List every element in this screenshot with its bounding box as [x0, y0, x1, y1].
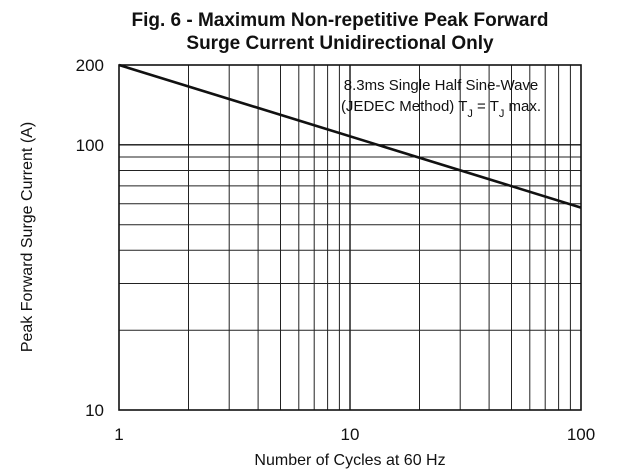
annotation-sub-2: J — [499, 108, 505, 120]
series-group — [118, 63, 582, 209]
annotation-line2: (JEDEC Method) TJ = TJ max. — [341, 98, 541, 120]
y-tick-label: 10 — [85, 401, 104, 420]
annotation-prefix: (JEDEC Method) T — [341, 98, 467, 115]
chart-title-line2: Surge Current Unidirectional Only — [186, 33, 494, 54]
y-axis-label: Peak Forward Surge Current (A) — [19, 122, 36, 352]
y-tick-label: 200 — [76, 56, 104, 75]
series-line — [118, 63, 582, 209]
tick-labels: 1 10 100 10 100 200 — [76, 56, 596, 444]
x-tick-label: 100 — [567, 425, 595, 444]
chart-title-line1: Fig. 6 - Maximum Non-repetitive Peak For… — [131, 10, 548, 31]
annotation-line1: 8.3ms Single Half Sine-Wave — [344, 77, 539, 94]
grid — [119, 65, 581, 410]
annotation-suffix: max. — [504, 98, 541, 115]
annotation-eq: = T — [473, 98, 499, 115]
y-tick-label: 100 — [76, 136, 104, 155]
x-tick-label: 10 — [341, 425, 360, 444]
annotation-sub-1: J — [467, 108, 473, 120]
x-axis-label: Number of Cycles at 60 Hz — [254, 452, 445, 469]
plot-frame — [118, 64, 582, 411]
x-tick-label: 1 — [114, 425, 123, 444]
